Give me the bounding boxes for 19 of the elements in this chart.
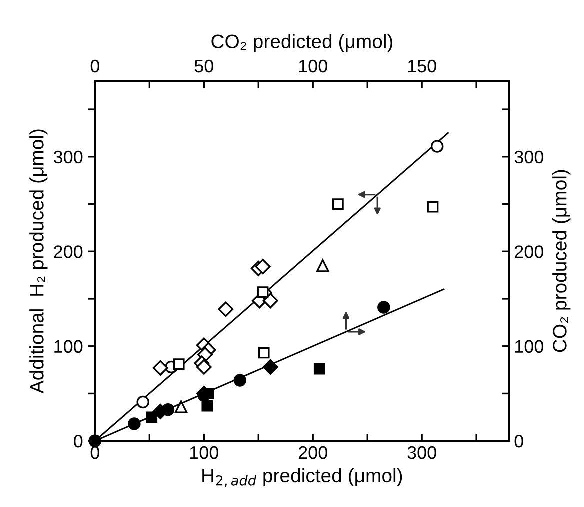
y2-axis-title: CO₂ produced (μmol) <box>552 170 571 352</box>
y2-tick-label: 200 <box>515 246 544 258</box>
x2-tick-label: 50 <box>194 60 214 73</box>
x2-tick-label: 100 <box>299 60 328 73</box>
y-axis-title: Additional H₂ produced (μmol) <box>30 130 48 394</box>
y-tick-label: 300 <box>54 150 83 164</box>
y-tick-label: 0 <box>74 435 83 448</box>
y2-tick-label: 0 <box>514 435 524 448</box>
x2-tick-label: 150 <box>408 60 436 73</box>
y2-tick-label: 300 <box>514 150 544 164</box>
y2-tick-label: 100 <box>515 340 544 354</box>
y-tick-label: 100 <box>54 340 83 354</box>
x2-axis-title: CO₂ predicted (μmol) <box>212 34 393 52</box>
y-tick-label: 200 <box>54 246 83 258</box>
x-tick-label: 300 <box>408 446 436 460</box>
x-tick-label: 200 <box>298 446 328 460</box>
x-axis-title: H$_{2,add}$ predicted (μmol) <box>202 468 402 488</box>
x2-tick-label: 0 <box>90 60 100 73</box>
x-tick-label: 100 <box>190 446 219 460</box>
